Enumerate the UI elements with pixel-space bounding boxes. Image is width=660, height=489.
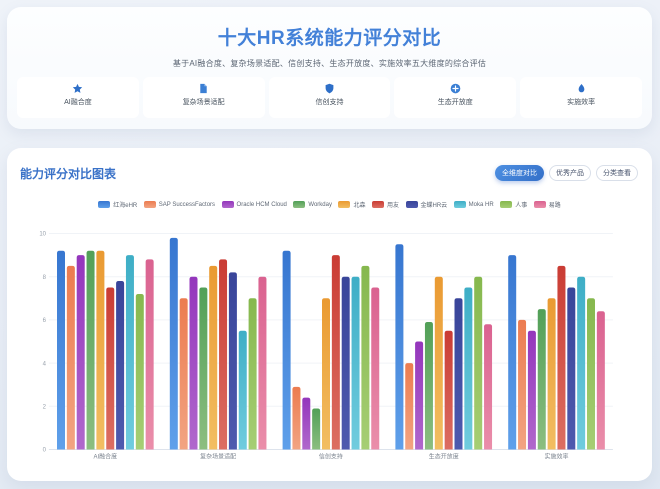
- svg-text:6: 6: [43, 318, 47, 324]
- svg-text:实施效率: 实施效率: [544, 453, 568, 461]
- svg-text:生态开放度: 生态开放度: [429, 453, 459, 461]
- svg-text:复杂场景适配: 复杂场景适配: [200, 453, 236, 461]
- svg-text:4: 4: [43, 361, 47, 367]
- svg-text:2: 2: [43, 405, 47, 411]
- svg-text:AI融合度: AI融合度: [93, 453, 117, 461]
- svg-text:信创支持: 信创支持: [319, 453, 343, 461]
- svg-text:8: 8: [43, 275, 47, 281]
- svg-text:0: 0: [43, 448, 47, 454]
- svg-text:10: 10: [39, 232, 46, 238]
